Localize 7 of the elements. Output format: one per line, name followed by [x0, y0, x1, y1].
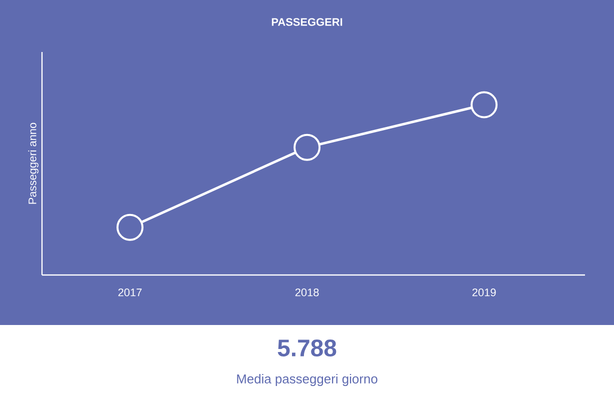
x-tick-label: 2017 — [118, 288, 142, 296]
x-tick-label: 2018 — [295, 288, 319, 296]
text: Media passeggeri giorno — [237, 374, 378, 386]
chart-title: PASSEGGERI — [272, 18, 342, 26]
y-axis-title: Passeggeri anno — [28, 122, 38, 204]
text: 5.788 — [278, 340, 336, 356]
x-tick-label: 2019 — [472, 288, 496, 296]
